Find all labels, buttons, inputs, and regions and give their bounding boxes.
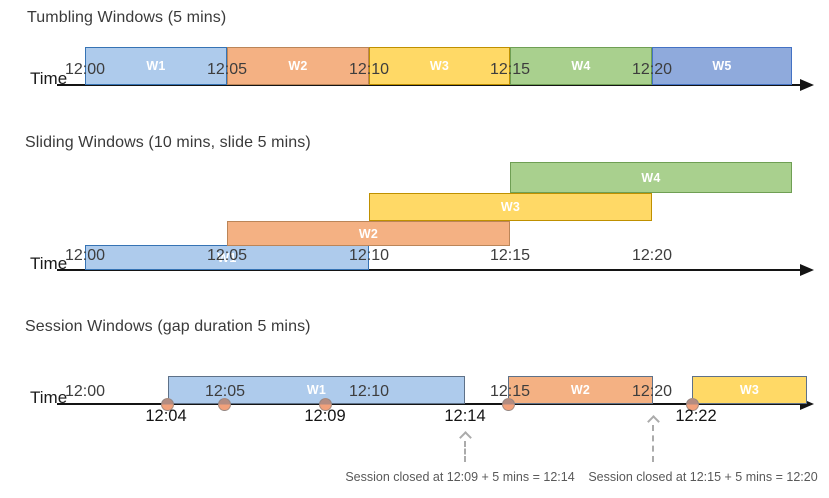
tumbling-window-box-w2 <box>227 47 369 85</box>
tumbling-window-box-w1 <box>85 47 227 85</box>
tumbling-tick-label: 12:15 <box>489 61 531 78</box>
tumbling-tick-label: 12:20 <box>631 61 673 78</box>
event-time-label: 12:22 <box>675 407 717 425</box>
tumbling-tick-label: 12:00 <box>64 61 106 78</box>
tumbling-window-box-w5 <box>652 47 792 85</box>
sliding-tick-label: 12:05 <box>206 247 248 264</box>
tumbling-time-axis-label: Time <box>30 69 68 88</box>
sliding-window-box-w4 <box>510 162 792 193</box>
sliding-window-box-w2 <box>227 221 510 246</box>
session-timeline <box>57 403 802 405</box>
session-close-annotation: Session closed at 12:09 + 5 mins = 12:14 <box>345 470 575 484</box>
sliding-timeline-arrow-icon <box>800 264 814 276</box>
sliding-section-title: Sliding Windows (10 mins, slide 5 mins) <box>25 134 311 151</box>
session-tick-label: 12:20 <box>631 383 673 400</box>
dashed-up-arrow-stem <box>652 425 654 462</box>
event-dot <box>501 397 515 411</box>
session-tick-label: 12:15 <box>489 383 531 400</box>
event-dot <box>318 397 332 411</box>
sliding-window-box-w3 <box>369 193 652 221</box>
event-dot <box>160 397 174 411</box>
tumbling-timeline-arrow-icon <box>800 79 814 91</box>
tumbling-window-box-w3 <box>369 47 510 85</box>
event-dot <box>685 397 699 411</box>
session-close-annotation: Session closed at 12:15 + 5 mins = 12:20 <box>588 470 818 484</box>
event-dot <box>217 397 231 411</box>
tumbling-window-box-w4 <box>510 47 652 85</box>
session-tick-label: 12:00 <box>64 383 106 400</box>
tumbling-timeline <box>57 84 802 86</box>
sliding-tick-label: 12:15 <box>489 247 531 264</box>
sliding-time-axis-label: Time <box>30 254 68 273</box>
session-tick-label: 12:05 <box>204 383 246 400</box>
sliding-tick-label: 12:00 <box>64 247 106 264</box>
session-tick-label: 12:10 <box>348 383 390 400</box>
event-time-label: 12:04 <box>145 407 187 425</box>
dashed-up-arrow-stem <box>464 441 466 462</box>
session-time-axis-label: Time <box>30 388 68 407</box>
sliding-tick-label: 12:20 <box>631 247 673 264</box>
session-section-title: Session Windows (gap duration 5 mins) <box>25 318 311 335</box>
event-time-label: 12:09 <box>304 407 346 425</box>
sliding-tick-label: 12:10 <box>348 247 390 264</box>
event-time-label: 12:14 <box>444 407 486 425</box>
session-window-box-w2 <box>508 376 653 404</box>
tumbling-section-title: Tumbling Windows (5 mins) <box>27 9 227 26</box>
tumbling-tick-label: 12:10 <box>348 61 390 78</box>
sliding-timeline <box>57 269 802 271</box>
sliding-window-box-w1 <box>85 245 369 270</box>
tumbling-tick-label: 12:05 <box>206 61 248 78</box>
session-window-box-w3 <box>692 376 807 404</box>
session-window-box-w1 <box>168 376 465 404</box>
